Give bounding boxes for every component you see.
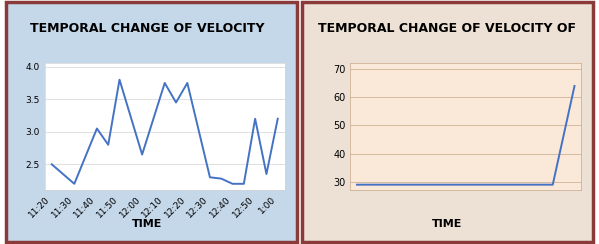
Text: TEMPORAL CHANGE OF VELOCITY OF: TEMPORAL CHANGE OF VELOCITY OF [319, 22, 576, 35]
Text: TIME: TIME [432, 219, 462, 229]
Text: TIME: TIME [132, 219, 162, 229]
Text: TEMPORAL CHANGE OF VELOCITY: TEMPORAL CHANGE OF VELOCITY [29, 22, 264, 35]
